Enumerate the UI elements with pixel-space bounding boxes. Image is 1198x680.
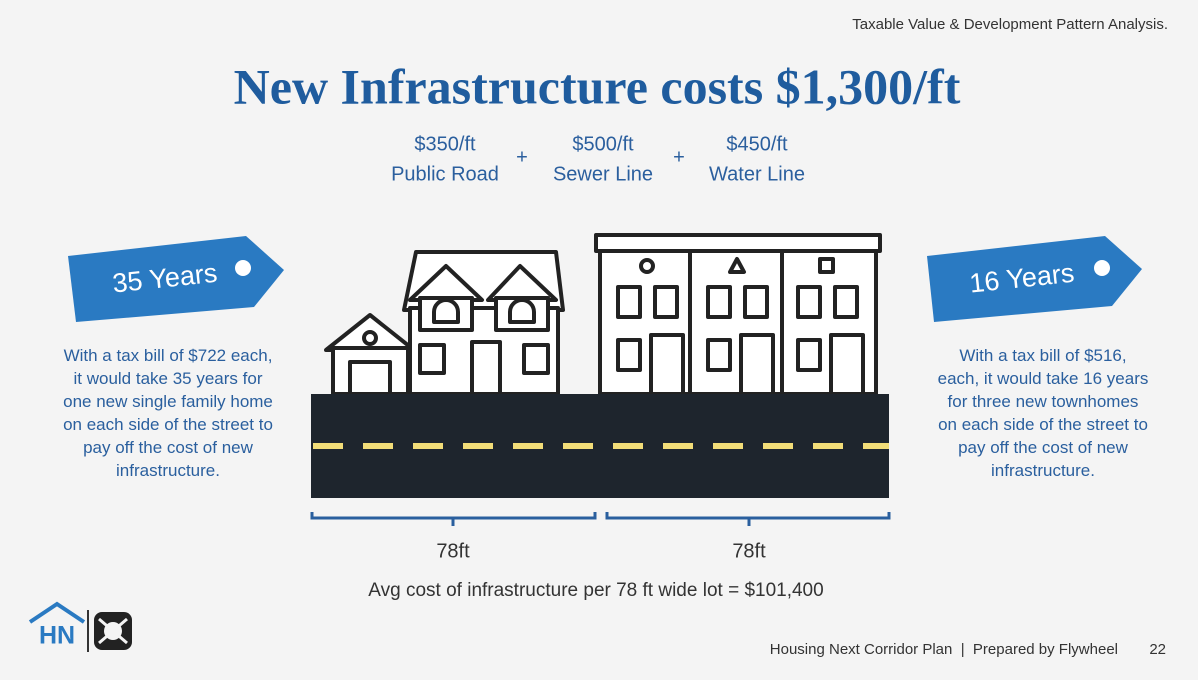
window bbox=[706, 338, 732, 372]
window bbox=[743, 285, 769, 319]
tag bbox=[68, 236, 284, 322]
page-number: 22 bbox=[1149, 641, 1166, 658]
bracket bbox=[310, 512, 597, 526]
summary: Avg cost of infrastructure per 78 ft wid… bbox=[368, 580, 823, 601]
cost-breakdown: $350/ft Public Road + $500/ft Sewer Line… bbox=[391, 133, 805, 185]
bracket bbox=[605, 512, 891, 526]
window bbox=[796, 338, 822, 372]
cost-amount: $350/ft bbox=[414, 133, 476, 155]
logo-icon bbox=[94, 612, 132, 650]
window bbox=[833, 285, 859, 319]
title: New Infrastructure costs $1,300/ft bbox=[234, 58, 961, 114]
plus: + bbox=[673, 146, 685, 168]
tag-hole bbox=[1094, 260, 1110, 276]
door bbox=[649, 333, 685, 396]
cost-amount: $450/ft bbox=[726, 133, 788, 155]
dimension-brackets bbox=[310, 512, 891, 526]
logo-text: HN bbox=[39, 622, 75, 650]
ornament bbox=[639, 258, 655, 274]
cost-label: Sewer Line bbox=[553, 163, 653, 185]
window bbox=[616, 338, 642, 372]
ornament bbox=[728, 257, 746, 274]
buildings bbox=[324, 233, 882, 396]
left-description: With a tax bill of $722 each, it would t… bbox=[63, 346, 273, 480]
ornament bbox=[818, 257, 835, 274]
door bbox=[829, 333, 865, 396]
tag-hole bbox=[235, 260, 251, 276]
subtitle: Taxable Value & Development Pattern Anal… bbox=[852, 16, 1168, 33]
window bbox=[432, 298, 460, 324]
window bbox=[522, 343, 550, 375]
cost-label: Water Line bbox=[709, 163, 805, 185]
right-description: With a tax bill of $516, each, it would … bbox=[937, 346, 1149, 480]
cost-amount: $500/ft bbox=[572, 133, 634, 155]
logo-roof bbox=[28, 601, 86, 624]
window bbox=[796, 285, 822, 319]
cost-label: Public Road bbox=[391, 163, 499, 185]
window bbox=[418, 343, 446, 375]
plus: + bbox=[516, 146, 528, 168]
window bbox=[508, 298, 536, 324]
dimension-label: 78ft bbox=[732, 540, 766, 562]
window bbox=[616, 285, 642, 319]
footer: Housing Next Corridor Plan | Prepared by… bbox=[770, 641, 1118, 658]
window bbox=[706, 285, 732, 319]
garage-door bbox=[348, 360, 392, 396]
vent bbox=[362, 330, 378, 346]
cornice bbox=[594, 233, 882, 253]
road bbox=[311, 394, 889, 498]
door bbox=[470, 340, 502, 396]
door bbox=[739, 333, 775, 396]
window bbox=[653, 285, 679, 319]
tag bbox=[927, 236, 1142, 322]
dimension-label: 78ft bbox=[436, 540, 470, 562]
